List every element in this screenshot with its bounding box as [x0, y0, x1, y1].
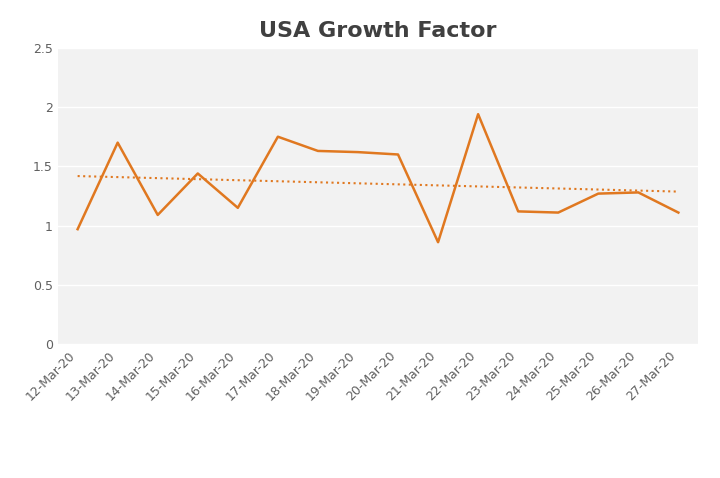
Title: USA Growth Factor: USA Growth Factor: [259, 21, 497, 41]
